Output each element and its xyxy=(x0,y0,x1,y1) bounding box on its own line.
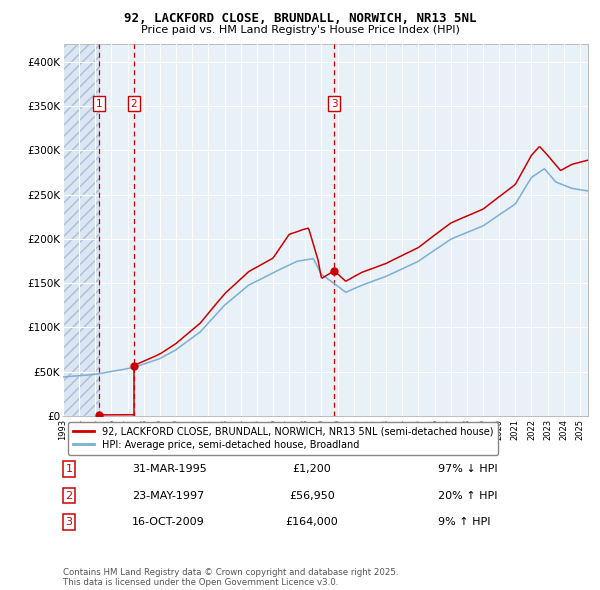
HPI: Average price, semi-detached house, Broadland: (1.99e+03, 4.41e+04): Average price, semi-detached house, Broa… xyxy=(59,373,67,381)
Text: 3: 3 xyxy=(331,99,338,109)
Text: 97% ↓ HPI: 97% ↓ HPI xyxy=(438,464,497,474)
Bar xyxy=(63,44,100,416)
Line: HPI: Average price, semi-detached house, Broadland: HPI: Average price, semi-detached house,… xyxy=(63,169,588,377)
Text: £1,200: £1,200 xyxy=(293,464,331,474)
Text: 3: 3 xyxy=(65,517,73,527)
Text: 2: 2 xyxy=(130,99,137,109)
HPI: Average price, semi-detached house, Broadland: (2.02e+03, 1.95e+05): Average price, semi-detached house, Broa… xyxy=(441,240,448,247)
92, LACKFORD CLOSE, BRUNDALL, NORWICH, NR13 5NL (semi-detached house) xyxy=(342,277,349,284)
92, LACKFORD CLOSE, BRUNDALL, NORWICH, NR13 5NL (semi-detached house) xyxy=(584,156,592,163)
Text: 1: 1 xyxy=(96,99,103,109)
Text: 20% ↑ HPI: 20% ↑ HPI xyxy=(438,491,497,500)
92, LACKFORD CLOSE, BRUNDALL, NORWICH, NR13 5NL (semi-detached house) xyxy=(373,263,380,270)
HPI: Average price, semi-detached house, Broadland: (2.02e+03, 1.93e+05): Average price, semi-detached house, Broa… xyxy=(439,242,446,249)
Text: £164,000: £164,000 xyxy=(286,517,338,527)
HPI: Average price, semi-detached house, Broadland: (2e+03, 5.33e+04): Average price, semi-detached house, Broa… xyxy=(122,365,130,372)
Text: 92, LACKFORD CLOSE, BRUNDALL, NORWICH, NR13 5NL: 92, LACKFORD CLOSE, BRUNDALL, NORWICH, N… xyxy=(124,12,476,25)
HPI: Average price, semi-detached house, Broadland: (2.02e+03, 2.79e+05): Average price, semi-detached house, Broa… xyxy=(541,165,548,172)
Legend: 92, LACKFORD CLOSE, BRUNDALL, NORWICH, NR13 5NL (semi-detached house), HPI: Aver: 92, LACKFORD CLOSE, BRUNDALL, NORWICH, N… xyxy=(68,422,498,455)
HPI: Average price, semi-detached house, Broadland: (2.01e+03, 1.61e+05): Average price, semi-detached house, Broa… xyxy=(389,270,397,277)
HPI: Average price, semi-detached house, Broadland: (2.03e+03, 2.54e+05): Average price, semi-detached house, Broa… xyxy=(584,188,592,195)
Line: 92, LACKFORD CLOSE, BRUNDALL, NORWICH, NR13 5NL (semi-detached house): 92, LACKFORD CLOSE, BRUNDALL, NORWICH, N… xyxy=(334,147,588,281)
92, LACKFORD CLOSE, BRUNDALL, NORWICH, NR13 5NL (semi-detached house) xyxy=(478,206,485,213)
HPI: Average price, semi-detached house, Broadland: (2.01e+03, 1.61e+05): Average price, semi-detached house, Broa… xyxy=(267,270,274,277)
Text: 23-MAY-1997: 23-MAY-1997 xyxy=(132,491,204,500)
92, LACKFORD CLOSE, BRUNDALL, NORWICH, NR13 5NL (semi-detached house) xyxy=(331,267,338,274)
Text: 2: 2 xyxy=(65,491,73,500)
Text: Contains HM Land Registry data © Crown copyright and database right 2025.
This d: Contains HM Land Registry data © Crown c… xyxy=(63,568,398,587)
Text: Price paid vs. HM Land Registry's House Price Index (HPI): Price paid vs. HM Land Registry's House … xyxy=(140,25,460,35)
Text: 1: 1 xyxy=(65,464,73,474)
92, LACKFORD CLOSE, BRUNDALL, NORWICH, NR13 5NL (semi-detached house) xyxy=(535,143,542,150)
Text: 16-OCT-2009: 16-OCT-2009 xyxy=(132,517,205,527)
Text: £56,950: £56,950 xyxy=(289,491,335,500)
92, LACKFORD CLOSE, BRUNDALL, NORWICH, NR13 5NL (semi-detached house) xyxy=(576,159,583,166)
HPI: Average price, semi-detached house, Broadland: (2e+03, 1.34e+05): Average price, semi-detached house, Broa… xyxy=(230,294,238,301)
92, LACKFORD CLOSE, BRUNDALL, NORWICH, NR13 5NL (semi-detached house) xyxy=(437,227,444,234)
Text: 31-MAR-1995: 31-MAR-1995 xyxy=(132,464,207,474)
Text: 9% ↑ HPI: 9% ↑ HPI xyxy=(438,517,491,527)
92, LACKFORD CLOSE, BRUNDALL, NORWICH, NR13 5NL (semi-detached house) xyxy=(507,185,514,192)
92, LACKFORD CLOSE, BRUNDALL, NORWICH, NR13 5NL (semi-detached house) xyxy=(434,230,441,237)
